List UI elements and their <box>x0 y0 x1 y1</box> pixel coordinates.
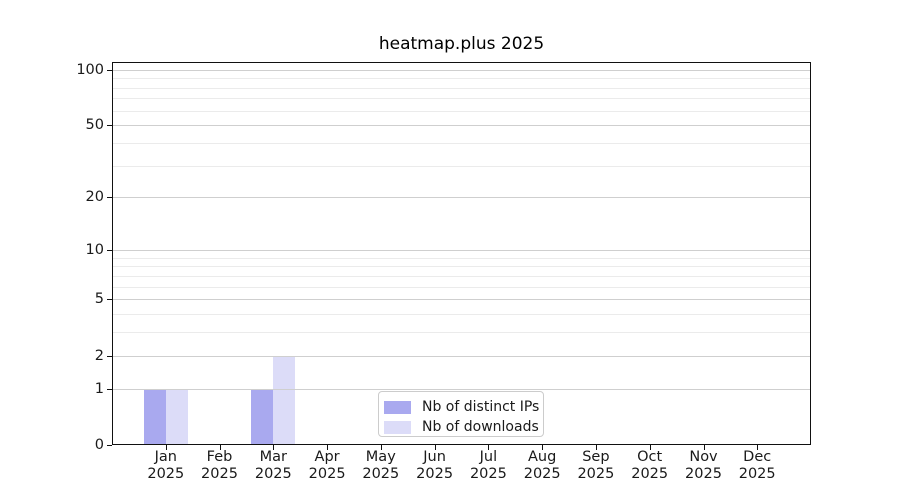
legend-item-downloads: Nb of downloads <box>379 417 543 437</box>
x-tick-mark <box>434 445 436 450</box>
chart-title: heatmap.plus 2025 <box>378 34 545 54</box>
gridline-minor <box>113 286 810 288</box>
x-tick-mark <box>380 445 382 450</box>
x-tick-year: 2025 <box>523 466 561 482</box>
x-tick-label: Dec 2025 <box>729 449 785 483</box>
gridline-major <box>113 125 810 127</box>
gridline-minor <box>113 275 810 277</box>
x-tick-month: Jul <box>479 449 498 465</box>
y-tick-label: 1 <box>94 380 104 397</box>
x-tick-label: Nov 2025 <box>676 449 732 483</box>
x-tick-month: Jan <box>154 449 177 465</box>
x-tick-month: Dec <box>743 449 772 465</box>
x-tick-mark <box>757 445 759 450</box>
x-tick-year: 2025 <box>362 466 400 482</box>
x-tick-month: Feb <box>206 449 233 465</box>
x-tick-year: 2025 <box>738 466 776 482</box>
x-tick-month: Sep <box>582 449 610 465</box>
legend-swatch-downloads <box>384 420 411 434</box>
x-tick-label: Jan 2025 <box>138 449 194 483</box>
y-tick-mark <box>107 125 112 127</box>
x-tick-month: Apr <box>314 449 340 465</box>
x-tick-mark <box>219 445 221 450</box>
gridline-major <box>113 250 810 251</box>
gridline-minor <box>113 110 810 112</box>
gridline-minor <box>113 87 810 89</box>
x-tick-year: 2025 <box>308 466 346 482</box>
gridline-minor <box>113 314 810 316</box>
y-tick-label: 100 <box>76 61 104 78</box>
y-tick-mark <box>107 388 112 390</box>
x-tick-label: Mar 2025 <box>245 449 301 483</box>
gridline-minor <box>113 143 810 144</box>
x-tick-mark <box>595 445 597 450</box>
legend-swatch-distinct-ips <box>384 400 411 414</box>
x-tick-label: Aug 2025 <box>514 449 570 483</box>
legend: Nb of distinct IPs Nb of downloads <box>378 391 544 437</box>
y-tick-mark <box>107 355 112 357</box>
legend-label-downloads: Nb of downloads <box>422 419 539 435</box>
bar-nb-of-downloads-mar <box>273 355 296 445</box>
x-tick-year: 2025 <box>416 466 454 482</box>
x-tick-year: 2025 <box>469 466 507 482</box>
y-tick-mark <box>107 197 112 199</box>
gridline-minor <box>113 257 810 259</box>
x-tick-label: Sep 2025 <box>568 449 624 483</box>
bar-nb-of-distinct-ips-mar <box>251 388 274 445</box>
gridline-major <box>113 197 810 199</box>
bar-nb-of-downloads-jan <box>165 388 188 445</box>
x-tick-mark <box>649 445 651 450</box>
y-tick-label: 10 <box>85 242 104 258</box>
legend-item-distinct-ips: Nb of distinct IPs <box>379 397 543 417</box>
x-tick-month: Oct <box>637 449 663 465</box>
gridline-minor <box>113 332 810 334</box>
x-tick-label: May 2025 <box>353 449 409 483</box>
gridline-minor <box>113 266 810 268</box>
x-tick-month: Nov <box>689 449 718 465</box>
x-tick-year: 2025 <box>254 466 292 482</box>
gridline-minor <box>113 78 810 80</box>
y-tick-label: 5 <box>94 291 104 308</box>
x-tick-mark <box>542 445 544 450</box>
gridline-minor <box>113 98 810 100</box>
x-tick-year: 2025 <box>201 466 238 482</box>
gridline-major <box>113 388 810 390</box>
gridline-minor <box>113 165 810 167</box>
x-tick-mark <box>488 445 490 450</box>
x-tick-year: 2025 <box>147 466 185 482</box>
y-tick-label: 2 <box>94 347 104 364</box>
y-tick-label: 0 <box>94 437 104 453</box>
y-tick-mark <box>107 69 112 71</box>
gridline-major <box>113 355 810 357</box>
x-tick-label: Feb 2025 <box>192 449 248 483</box>
y-tick-label: 50 <box>85 117 104 134</box>
x-tick-mark <box>165 445 167 450</box>
x-tick-month: Aug <box>528 449 557 465</box>
x-tick-year: 2025 <box>631 466 669 482</box>
y-tick-label: 20 <box>85 189 104 206</box>
y-tick-mark <box>107 250 112 251</box>
x-tick-year: 2025 <box>577 466 615 482</box>
y-tick-mark <box>107 299 112 301</box>
x-tick-label: Oct 2025 <box>622 449 678 483</box>
x-tick-mark <box>273 445 275 450</box>
gridline-major <box>113 69 810 71</box>
x-tick-label: Apr 2025 <box>299 449 355 483</box>
x-tick-month: May <box>365 449 396 465</box>
x-tick-mark <box>327 445 329 450</box>
x-tick-label: Jul 2025 <box>460 449 516 483</box>
x-tick-month: Jun <box>423 449 446 465</box>
legend-label-distinct-ips: Nb of distinct IPs <box>422 399 540 415</box>
x-tick-month: Mar <box>259 449 287 465</box>
x-tick-year: 2025 <box>685 466 722 482</box>
y-tick-mark <box>107 445 112 446</box>
x-tick-mark <box>703 445 705 450</box>
bar-nb-of-distinct-ips-jan <box>143 388 166 445</box>
gridline-major <box>113 299 810 301</box>
x-tick-label: Jun 2025 <box>407 449 463 483</box>
plot-border <box>112 62 811 445</box>
